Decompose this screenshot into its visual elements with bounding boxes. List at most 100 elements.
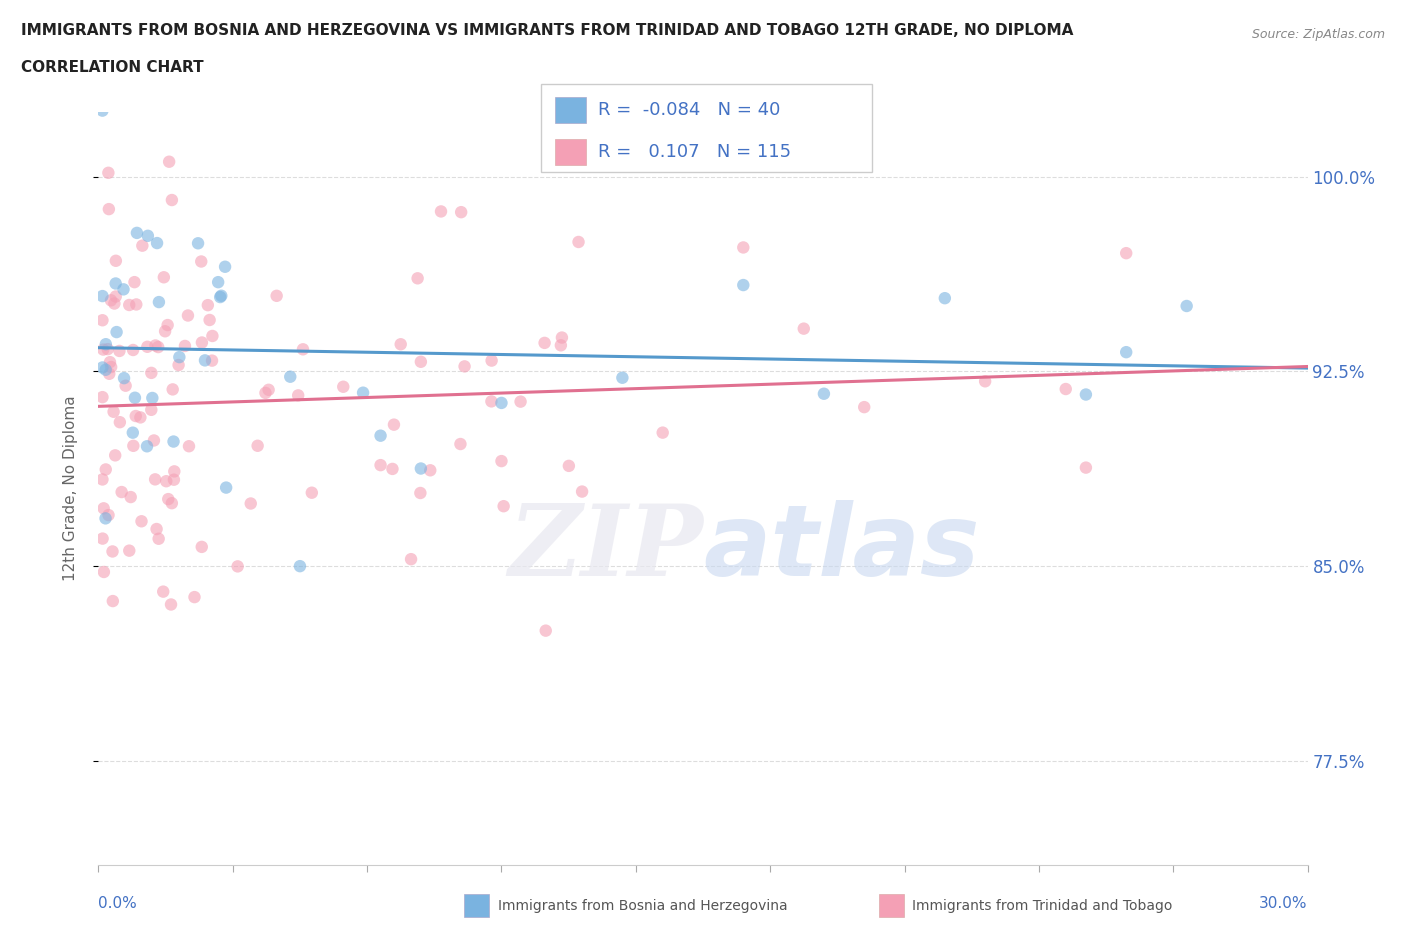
Point: [100, 293, 122, 308]
Point: [157, 154, 180, 169]
Point: [111, 485, 134, 499]
Point: [93, 565, 115, 579]
Point: [114, 379, 136, 393]
Point: [198, 312, 221, 327]
Point: [177, 439, 200, 454]
Point: [101, 544, 124, 559]
Point: [187, 236, 209, 251]
Point: [197, 298, 219, 312]
Point: [97, 508, 120, 523]
Point: [409, 461, 432, 476]
Point: [352, 385, 374, 400]
Point: [141, 391, 163, 405]
Point: [146, 235, 169, 250]
Point: [108, 415, 131, 430]
Point: [813, 386, 835, 401]
Point: [125, 225, 148, 240]
Text: 30.0%: 30.0%: [1260, 897, 1308, 911]
Point: [214, 259, 236, 274]
Point: [399, 551, 422, 566]
Point: [209, 289, 232, 304]
Point: [105, 325, 128, 339]
Point: [934, 291, 956, 306]
Point: [733, 240, 755, 255]
Point: [1115, 246, 1137, 260]
Point: [91, 390, 114, 405]
Point: [406, 271, 429, 286]
Point: [112, 371, 135, 386]
Point: [612, 370, 634, 385]
Point: [97, 341, 120, 356]
Point: [94, 363, 117, 378]
Point: [389, 337, 412, 352]
Text: CORRELATION CHART: CORRELATION CHART: [21, 60, 204, 75]
Point: [381, 461, 404, 476]
Point: [160, 496, 183, 511]
Point: [207, 274, 229, 289]
Point: [453, 359, 475, 374]
Point: [430, 204, 453, 219]
Point: [163, 472, 186, 487]
Point: [94, 462, 117, 477]
Point: [266, 288, 288, 303]
Point: [162, 382, 184, 397]
Point: [257, 382, 280, 397]
Point: [152, 584, 174, 599]
Text: R =   0.107   N = 115: R = 0.107 N = 115: [598, 142, 790, 161]
Point: [129, 410, 152, 425]
Point: [793, 321, 815, 336]
Point: [419, 463, 441, 478]
Point: [122, 438, 145, 453]
Point: [651, 425, 673, 440]
Point: [551, 330, 574, 345]
Point: [167, 357, 190, 372]
Point: [160, 597, 183, 612]
Point: [509, 394, 531, 409]
Point: [91, 342, 114, 357]
Point: [409, 354, 432, 369]
Point: [104, 289, 127, 304]
Point: [481, 394, 503, 409]
Point: [97, 202, 120, 217]
Point: [1115, 345, 1137, 360]
Point: [103, 296, 125, 311]
Point: [571, 485, 593, 499]
Point: [108, 343, 131, 358]
Point: [125, 408, 148, 423]
Point: [201, 353, 224, 368]
Point: [100, 360, 122, 375]
Point: [124, 274, 146, 289]
Point: [558, 458, 581, 473]
Point: [118, 298, 141, 312]
Point: [93, 501, 115, 516]
Point: [534, 623, 557, 638]
Point: [136, 339, 159, 354]
Point: [97, 166, 120, 180]
Text: Source: ZipAtlas.com: Source: ZipAtlas.com: [1251, 28, 1385, 41]
Point: [157, 492, 180, 507]
Point: [177, 308, 200, 323]
Point: [98, 366, 121, 381]
Point: [120, 489, 142, 504]
Point: [246, 438, 269, 453]
Point: [162, 434, 184, 449]
Point: [131, 238, 153, 253]
Point: [370, 458, 392, 472]
Point: [91, 472, 114, 487]
Point: [141, 365, 163, 380]
Point: [118, 543, 141, 558]
Text: R =  -0.084   N = 40: R = -0.084 N = 40: [598, 100, 780, 119]
Point: [156, 318, 179, 333]
Point: [143, 472, 166, 486]
Text: Immigrants from Trinidad and Tobago: Immigrants from Trinidad and Tobago: [912, 898, 1173, 913]
Point: [153, 324, 176, 339]
Point: [370, 428, 392, 443]
Point: [122, 342, 145, 357]
Point: [853, 400, 876, 415]
Point: [226, 559, 249, 574]
Point: [481, 353, 503, 368]
Point: [103, 405, 125, 419]
Point: [104, 253, 127, 268]
Point: [190, 254, 212, 269]
Point: [94, 337, 117, 352]
